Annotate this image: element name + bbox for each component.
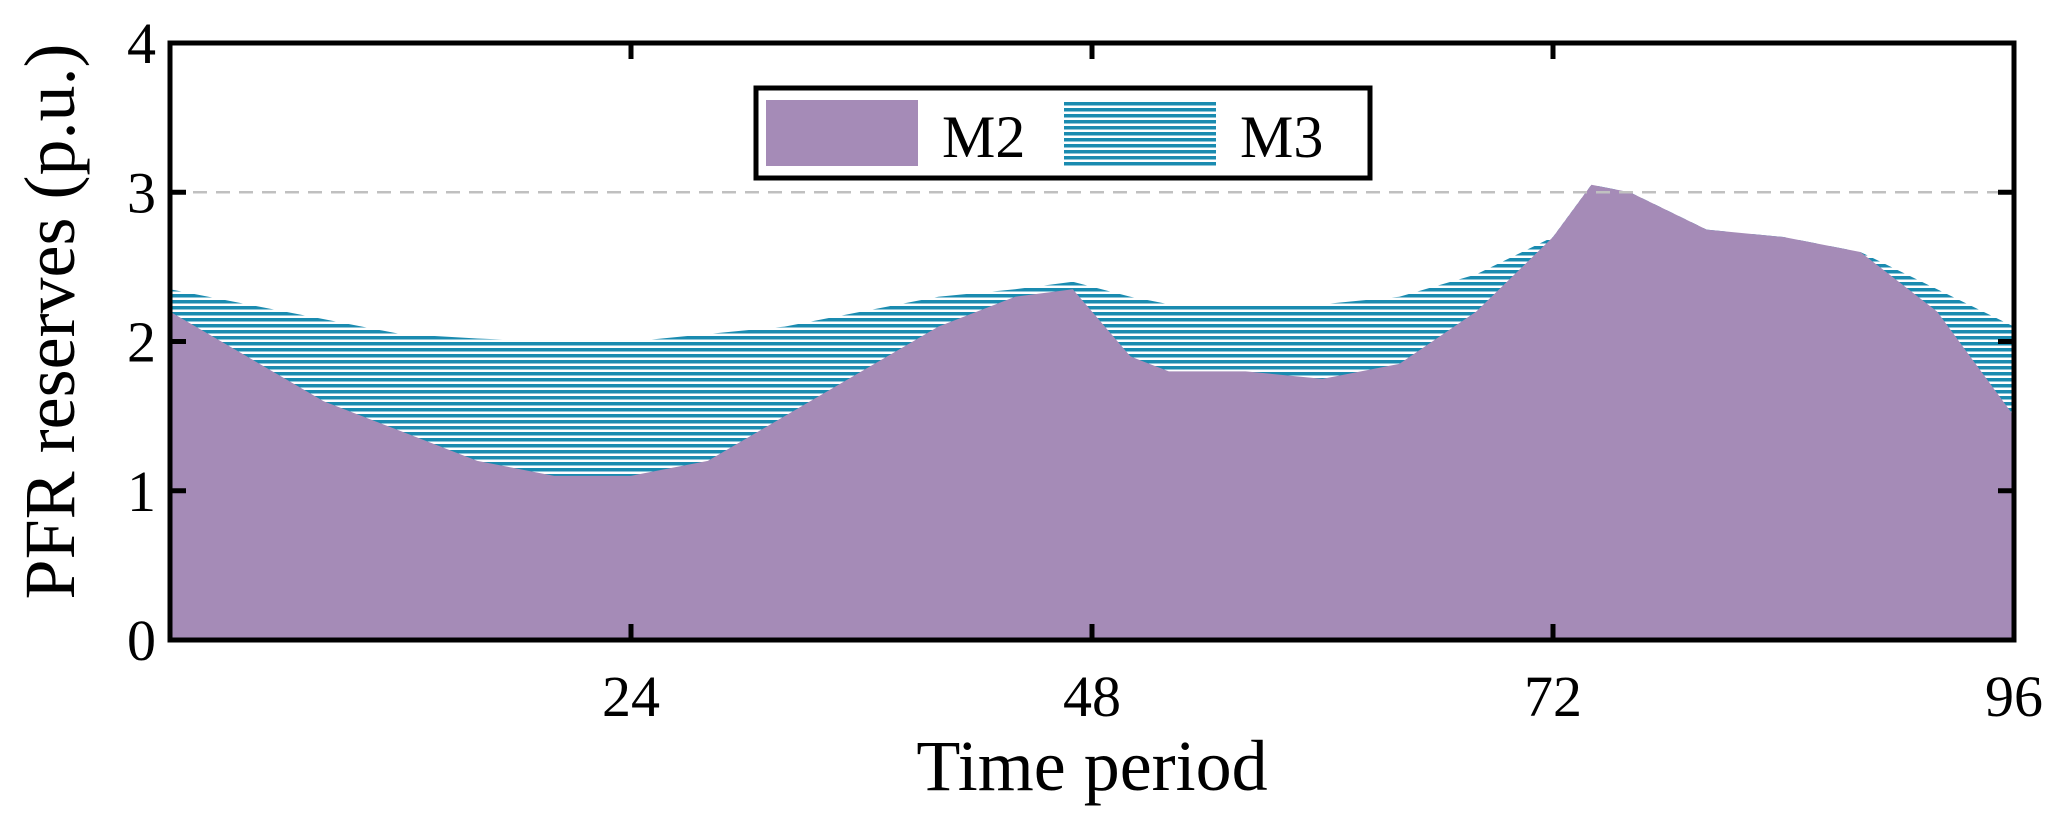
x-axis-label: Time period bbox=[916, 726, 1267, 806]
x-tick-label: 24 bbox=[602, 664, 660, 729]
y-tick-label: 0 bbox=[127, 608, 156, 673]
x-tick-label: 72 bbox=[1524, 664, 1582, 729]
legend-swatch-m3 bbox=[1064, 100, 1216, 166]
x-tick-label: 96 bbox=[1985, 664, 2043, 729]
series-m2-area bbox=[170, 184, 2014, 640]
y-tick-label: 3 bbox=[127, 160, 156, 225]
y-tick-label: 1 bbox=[127, 459, 156, 524]
legend-swatch-m2 bbox=[766, 100, 918, 166]
legend-label-m2: M2 bbox=[942, 104, 1025, 170]
legend-label-m3: M3 bbox=[1240, 104, 1323, 170]
y-tick-label: 4 bbox=[127, 11, 156, 76]
y-axis-label: PFR reserves (p.u.) bbox=[10, 44, 90, 600]
y-tick-label: 2 bbox=[127, 310, 156, 375]
x-tick-label: 48 bbox=[1063, 664, 1121, 729]
